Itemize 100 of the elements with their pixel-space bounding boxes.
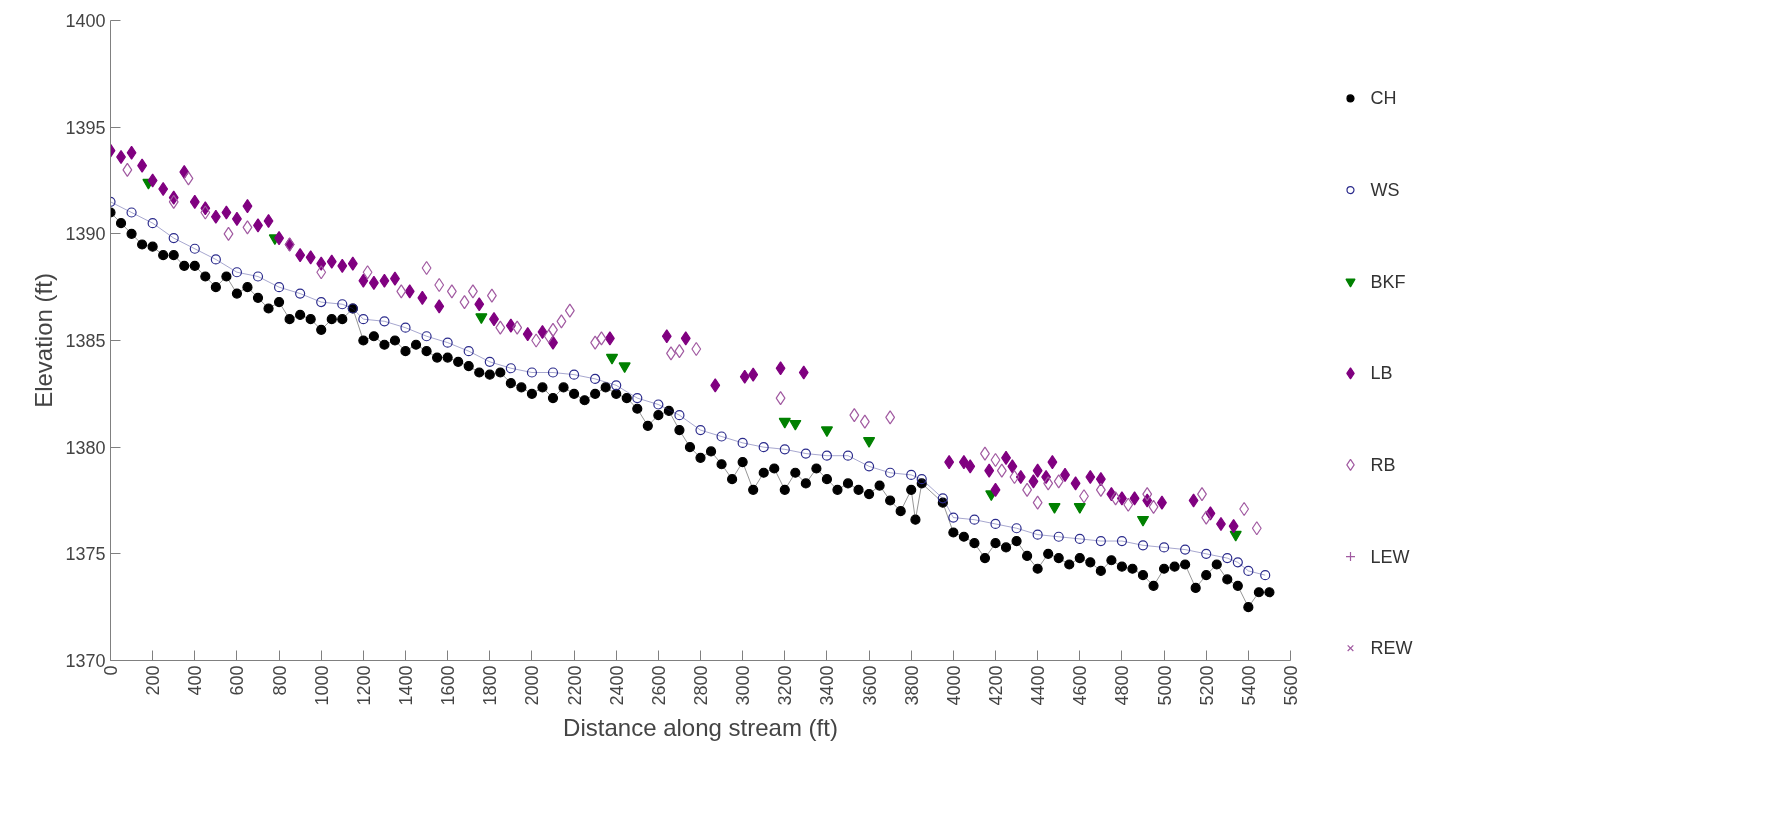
point <box>505 363 516 374</box>
point <box>316 265 327 280</box>
point <box>126 207 137 218</box>
point <box>1201 510 1212 525</box>
point <box>526 367 538 378</box>
x-tick-label: 4800 <box>1112 665 1133 706</box>
legend-label: WS <box>1370 180 1400 201</box>
y-tick-label: 1395 <box>65 117 106 138</box>
x-tick-label: 1000 <box>311 665 332 706</box>
x-tick-label: 5600 <box>1281 665 1301 706</box>
point <box>223 226 234 241</box>
point <box>937 493 948 504</box>
point <box>775 391 786 406</box>
point <box>800 448 811 459</box>
point <box>1011 523 1022 534</box>
point <box>863 461 875 472</box>
point <box>486 288 497 303</box>
point <box>512 320 523 335</box>
point <box>716 431 727 442</box>
point <box>906 469 917 480</box>
point <box>484 356 495 367</box>
point <box>1095 482 1106 497</box>
point <box>210 254 221 265</box>
point <box>1243 565 1254 576</box>
x-tick-label: 2000 <box>522 665 543 706</box>
point <box>820 426 834 438</box>
point <box>632 393 643 404</box>
point <box>337 299 348 310</box>
x-tick-label: 200 <box>143 665 164 696</box>
point <box>396 284 407 299</box>
point <box>564 303 575 318</box>
point <box>596 331 607 346</box>
point <box>421 331 432 342</box>
legend-label: LEW <box>1370 546 1410 567</box>
y-tick-label: 1380 <box>65 437 106 458</box>
point <box>183 171 194 186</box>
point <box>1123 497 1134 512</box>
point <box>475 313 488 324</box>
x-tick-label: 1400 <box>396 665 416 706</box>
point <box>242 220 253 235</box>
legend-label: RB <box>1370 454 1396 475</box>
point <box>1053 474 1064 489</box>
point <box>590 373 601 384</box>
point <box>969 514 980 525</box>
point <box>122 162 133 177</box>
x-tick-label: 800 <box>269 665 290 696</box>
x-axis-title: Distance along stream (ft) <box>563 713 838 741</box>
point <box>358 314 369 325</box>
point <box>1048 503 1061 514</box>
point <box>459 295 470 310</box>
point <box>531 333 542 348</box>
point <box>862 436 876 448</box>
point <box>1232 557 1243 568</box>
point <box>1110 491 1121 506</box>
point <box>543 329 554 344</box>
point <box>189 243 200 254</box>
x-tick-label: 3800 <box>901 665 922 706</box>
point <box>1032 495 1043 510</box>
point <box>948 512 959 523</box>
point <box>295 288 306 299</box>
point <box>1116 535 1128 547</box>
point <box>990 518 1001 530</box>
point <box>653 399 664 410</box>
x-tick-label: 2600 <box>648 665 669 706</box>
point <box>1136 515 1150 527</box>
point <box>1053 531 1064 542</box>
point <box>1222 553 1233 564</box>
point <box>400 322 411 333</box>
point <box>916 474 927 485</box>
point <box>568 369 580 380</box>
point <box>446 284 457 299</box>
point <box>362 265 373 280</box>
point <box>885 410 896 425</box>
point <box>1229 530 1242 542</box>
point <box>695 425 706 436</box>
point <box>147 218 158 229</box>
point <box>1148 499 1159 514</box>
point <box>618 362 631 374</box>
y-tick-label: 1400 <box>65 11 106 31</box>
point <box>789 419 802 431</box>
y-tick-label: 1390 <box>65 224 106 245</box>
point <box>605 353 619 365</box>
x-tick-label: 1600 <box>438 665 459 706</box>
legend-label: LB <box>1370 363 1393 384</box>
point <box>1043 476 1054 491</box>
point <box>556 314 567 329</box>
x-tick-label: 4200 <box>986 665 1006 706</box>
point <box>737 437 748 448</box>
legend-label: BKF <box>1370 271 1406 292</box>
point <box>463 346 474 357</box>
point <box>1201 548 1212 559</box>
point <box>674 344 685 359</box>
x-tick-label: 3400 <box>817 665 838 706</box>
y-axis-title: Elevation (ft) <box>30 273 58 408</box>
point <box>1137 540 1149 551</box>
point <box>252 271 264 282</box>
x-tick-label: 4000 <box>943 665 964 706</box>
point <box>821 450 833 461</box>
point <box>547 367 559 378</box>
x-tick-label: 5400 <box>1238 665 1259 706</box>
